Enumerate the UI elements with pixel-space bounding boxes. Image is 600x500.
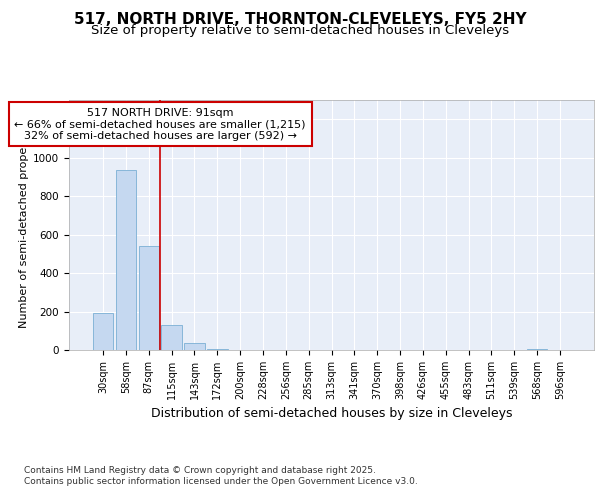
Text: Contains public sector information licensed under the Open Government Licence v3: Contains public sector information licen… — [24, 477, 418, 486]
Bar — [139, 246, 159, 350]
Bar — [207, 349, 227, 350]
Bar — [161, 325, 182, 350]
Bar — [184, 344, 205, 350]
Bar — [93, 314, 113, 350]
Text: 517 NORTH DRIVE: 91sqm
← 66% of semi-detached houses are smaller (1,215)
32% of : 517 NORTH DRIVE: 91sqm ← 66% of semi-det… — [14, 108, 306, 140]
Bar — [527, 349, 547, 350]
Text: Contains HM Land Registry data © Crown copyright and database right 2025.: Contains HM Land Registry data © Crown c… — [24, 466, 376, 475]
Bar — [116, 170, 136, 350]
X-axis label: Distribution of semi-detached houses by size in Cleveleys: Distribution of semi-detached houses by … — [151, 408, 512, 420]
Text: 517, NORTH DRIVE, THORNTON-CLEVELEYS, FY5 2HY: 517, NORTH DRIVE, THORNTON-CLEVELEYS, FY… — [74, 12, 526, 28]
Y-axis label: Number of semi-detached properties: Number of semi-detached properties — [19, 122, 29, 328]
Text: Size of property relative to semi-detached houses in Cleveleys: Size of property relative to semi-detach… — [91, 24, 509, 37]
